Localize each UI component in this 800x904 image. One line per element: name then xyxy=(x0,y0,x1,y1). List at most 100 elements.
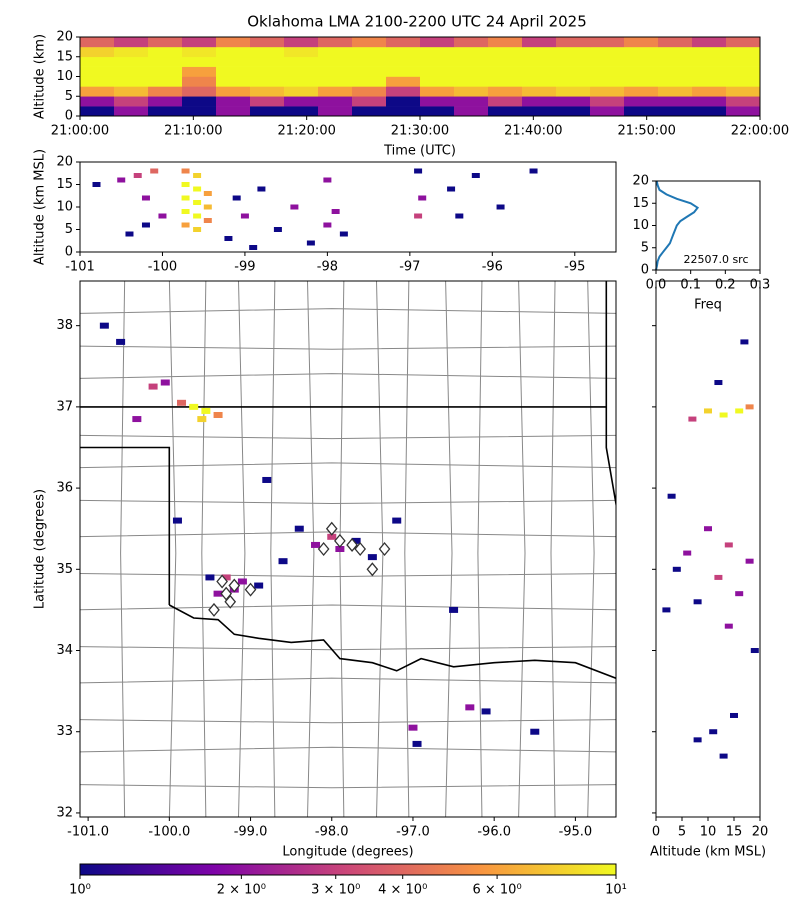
heat-cell xyxy=(488,66,523,77)
density-cell xyxy=(181,168,190,174)
heat-cell xyxy=(386,37,421,48)
density-cell xyxy=(181,195,190,201)
x-tick-label: 20 xyxy=(752,825,769,840)
heat-cell xyxy=(420,76,455,87)
heat-cell xyxy=(726,66,761,77)
county-line xyxy=(80,308,616,314)
y-tick-label: 38 xyxy=(56,318,73,333)
heat-cell xyxy=(216,37,251,48)
heat-cell xyxy=(148,86,183,97)
heat-cell xyxy=(556,56,591,67)
county-line xyxy=(445,281,453,817)
heat-cell xyxy=(488,37,523,48)
heat-cell xyxy=(182,56,217,67)
heat-cell xyxy=(114,46,149,58)
heat-cell xyxy=(148,46,183,58)
heat-cell xyxy=(454,37,489,48)
density-cell xyxy=(278,558,288,565)
density-cell xyxy=(160,379,170,386)
density-cell xyxy=(740,339,749,345)
heat-cell xyxy=(114,66,149,77)
heat-cell xyxy=(624,66,659,77)
density-cell xyxy=(203,204,212,210)
station xyxy=(346,537,358,552)
heat-cell xyxy=(250,76,285,87)
density-cell xyxy=(148,383,158,390)
density-cell xyxy=(232,195,241,201)
x-tick-label: -95.0 xyxy=(559,825,593,840)
density-cell xyxy=(496,204,505,210)
heat-cell xyxy=(692,37,727,48)
heat-cell xyxy=(386,56,421,67)
density-cell xyxy=(254,582,264,589)
heat-cell xyxy=(284,96,319,107)
colorbar xyxy=(80,864,616,875)
heat-cell xyxy=(522,76,557,87)
heat-cell xyxy=(658,66,693,77)
density-cell xyxy=(714,380,723,386)
heat-cell xyxy=(182,96,217,107)
heat-cell xyxy=(692,66,727,77)
x-tick-label: 21:30:00 xyxy=(391,124,449,139)
density-cell xyxy=(203,191,212,196)
heat-cell xyxy=(250,46,285,58)
heat-cell xyxy=(318,106,353,117)
heat-cell xyxy=(420,46,455,58)
heat-cell xyxy=(182,37,217,48)
density-cell xyxy=(150,168,159,174)
x-tick-label: 3 × 10⁰ xyxy=(311,883,360,898)
heat-cell xyxy=(182,86,217,97)
density-cell xyxy=(709,729,718,735)
heat-cell xyxy=(658,37,693,48)
heat-cell xyxy=(250,96,285,107)
axes-frame xyxy=(79,161,617,253)
heat-cell xyxy=(386,96,421,107)
density-cell xyxy=(418,195,427,201)
heat-cell xyxy=(522,46,557,58)
county-line xyxy=(477,281,483,817)
county-line xyxy=(339,281,345,817)
density-cell xyxy=(141,222,150,228)
county-line xyxy=(80,499,616,505)
heat-cell xyxy=(590,96,625,107)
heat-cell xyxy=(284,76,319,87)
density-cell xyxy=(240,213,249,219)
density-cell xyxy=(237,578,247,585)
heat-cell xyxy=(420,66,455,77)
heat-cell xyxy=(182,46,217,58)
axes-frame xyxy=(79,280,617,818)
density-cell xyxy=(323,177,332,183)
y-axis-label: Altitude (km) xyxy=(33,34,48,119)
county-line xyxy=(237,281,246,817)
county-line xyxy=(80,572,616,578)
density-cell xyxy=(688,416,697,422)
heat-cell xyxy=(726,106,761,117)
heat-cell xyxy=(80,37,115,48)
heat-cell xyxy=(590,76,625,87)
density-cell xyxy=(181,222,190,228)
density-cell xyxy=(693,599,702,605)
density-cell xyxy=(714,574,723,580)
density-cell xyxy=(213,590,223,597)
heat-cell xyxy=(182,66,217,77)
density-cell xyxy=(133,173,142,178)
y-tick-label: 15 xyxy=(56,49,73,64)
y-tick-label: 0 xyxy=(65,109,73,124)
heat-cell xyxy=(318,76,353,87)
heat-cell xyxy=(726,46,761,58)
heat-cell xyxy=(522,106,557,117)
density-cell xyxy=(224,236,233,241)
density-cell xyxy=(92,182,101,187)
heat-cell xyxy=(590,56,625,67)
county-line xyxy=(550,281,556,817)
x-tick-label: -100 xyxy=(148,260,178,275)
density-cell xyxy=(693,737,702,743)
heat-cell xyxy=(352,106,387,117)
x-tick-label: 21:10:00 xyxy=(164,124,222,139)
heat-cell xyxy=(420,96,455,107)
density-cell xyxy=(750,648,759,654)
x-axis-label: Altitude (km MSL) xyxy=(650,845,766,860)
heat-cell xyxy=(318,86,353,97)
heat-cell xyxy=(454,86,489,97)
county-line xyxy=(270,281,276,817)
